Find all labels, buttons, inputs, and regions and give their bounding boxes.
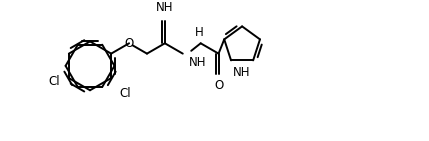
Text: O: O [214,79,223,92]
Text: NH: NH [233,66,251,79]
Text: H: H [194,26,203,39]
Text: Cl: Cl [120,87,131,100]
Text: O: O [124,37,134,50]
Text: NH: NH [156,1,174,14]
Text: NH: NH [188,56,206,70]
Text: Cl: Cl [49,75,60,88]
